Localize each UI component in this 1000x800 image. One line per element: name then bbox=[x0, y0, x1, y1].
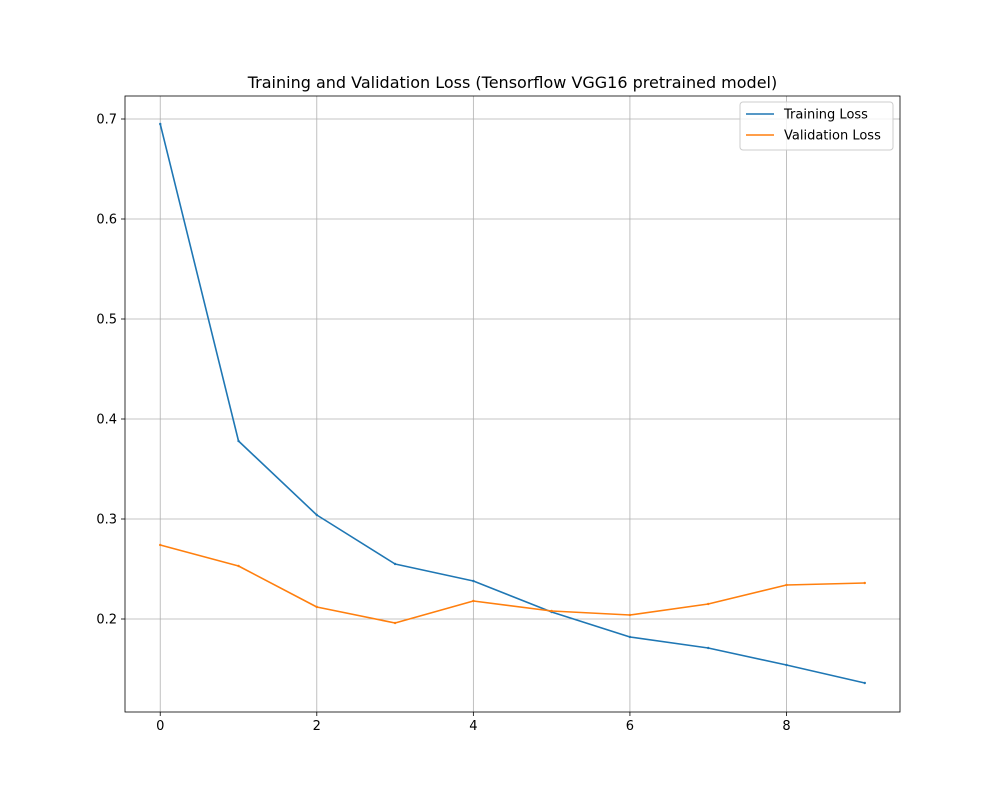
data-point bbox=[707, 602, 710, 606]
data-point bbox=[393, 621, 397, 625]
y-tick-label: 0.2 bbox=[96, 613, 117, 628]
series-lines bbox=[159, 122, 866, 685]
x-tick-label: 8 bbox=[782, 719, 790, 734]
legend-label: Validation Loss bbox=[784, 129, 881, 144]
data-point bbox=[237, 564, 240, 568]
data-point bbox=[237, 439, 240, 443]
y-tick-label: 0.3 bbox=[96, 513, 117, 528]
y-tick-label: 0.6 bbox=[96, 213, 117, 228]
data-point bbox=[863, 681, 866, 685]
data-point bbox=[785, 663, 788, 667]
axes: 0 2 4 6 8 0.2 0.3 0.4 0.5 0.6 0.7 bbox=[96, 95, 901, 734]
x-tick-label: 0 bbox=[156, 719, 164, 734]
legend-box bbox=[739, 101, 894, 151]
data-point bbox=[315, 513, 318, 517]
data-point bbox=[628, 635, 632, 639]
y-tick-label: 0.5 bbox=[96, 313, 117, 328]
series-line-validation-loss bbox=[160, 544, 865, 624]
data-point bbox=[159, 122, 162, 126]
data-point bbox=[550, 609, 553, 613]
data-point bbox=[315, 605, 318, 609]
x-tick-label: 2 bbox=[313, 719, 321, 734]
data-point bbox=[472, 579, 475, 583]
grid-lines bbox=[125, 96, 900, 712]
plot-area-frame bbox=[124, 95, 901, 713]
data-point bbox=[785, 583, 788, 587]
legend: Training Loss Validation Loss bbox=[739, 101, 894, 151]
data-point bbox=[393, 562, 397, 566]
x-tick-label: 4 bbox=[469, 719, 477, 734]
data-point bbox=[707, 646, 710, 650]
data-point bbox=[159, 543, 162, 547]
legend-label: Training Loss bbox=[783, 108, 868, 123]
series-line-training-loss bbox=[159, 123, 865, 684]
x-tick-label: 6 bbox=[626, 719, 634, 734]
y-tick-label: 0.7 bbox=[96, 113, 117, 128]
y-tick-label: 0.4 bbox=[96, 413, 117, 428]
chart-title: Training and Validation Loss (Tensorflow… bbox=[247, 73, 778, 92]
data-point bbox=[863, 581, 866, 585]
data-point bbox=[628, 613, 632, 617]
data-point bbox=[472, 599, 475, 603]
